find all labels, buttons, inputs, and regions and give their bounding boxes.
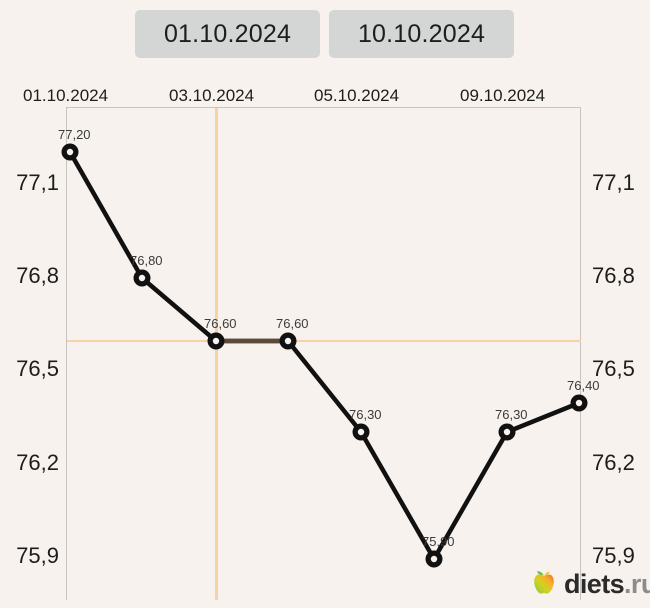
date-from-button[interactable]: 01.10.2024 xyxy=(135,10,320,58)
data-point-label: 77,20 xyxy=(58,127,91,142)
reference-line-horizontal xyxy=(67,340,581,342)
reference-line-vertical xyxy=(215,108,218,600)
data-point-marker-center xyxy=(357,428,365,436)
diets-ru-logo[interactable]: diets .ru xyxy=(527,566,650,602)
data-point-label: 76,40 xyxy=(567,378,600,393)
x-axis-label: 09.10.2024 xyxy=(460,86,546,105)
y-axis-label-right: 77,1 xyxy=(592,170,635,195)
data-point-marker-center xyxy=(138,274,146,282)
data-point-marker-center xyxy=(284,337,292,345)
y-axis-label-right: 75,9 xyxy=(592,543,635,568)
y-axis-label-left: 76,8 xyxy=(16,263,59,288)
data-point-label: 76,80 xyxy=(130,253,163,268)
data-point-marker-center xyxy=(212,337,220,345)
data-point-label: 76,30 xyxy=(349,407,382,422)
data-point-label: 76,60 xyxy=(276,316,309,331)
plot-frame xyxy=(66,107,581,600)
date-range-selector: 01.10.2024 10.10.2024 xyxy=(0,0,650,70)
y-axis-label-right: 76,8 xyxy=(592,263,635,288)
data-point-markers xyxy=(61,143,588,568)
x-axis-label: 03.10.2024 xyxy=(169,86,255,105)
y-axis-label-left: 76,2 xyxy=(16,450,59,475)
x-axis-label: 05.10.2024 xyxy=(314,86,400,105)
y-axis-label-right: 76,5 xyxy=(592,356,635,381)
y-axis-label-right: 76,2 xyxy=(592,450,635,475)
data-point-label: 76,60 xyxy=(204,316,237,331)
x-axis-label: 01.10.2024 xyxy=(23,86,109,105)
y-axis-label-left: 77,1 xyxy=(16,170,59,195)
data-point-marker-center xyxy=(66,148,74,156)
date-to-button[interactable]: 10.10.2024 xyxy=(329,10,514,58)
data-point-marker-center xyxy=(503,428,511,436)
weight-series-line xyxy=(67,149,582,562)
data-point-marker-center xyxy=(575,399,583,407)
logo-tld: .ru xyxy=(624,568,650,599)
data-point-label: 76,30 xyxy=(495,407,528,422)
data-point-marker-center xyxy=(430,555,438,563)
apple-icon xyxy=(534,571,554,594)
y-axis-label-left: 75,9 xyxy=(16,543,59,568)
data-point-label: 75,90 xyxy=(422,534,455,549)
logo-name: diets xyxy=(564,568,625,599)
y-axis-label-left: 76,5 xyxy=(16,356,59,381)
data-point-labels: 77,20 76,80 76,60 76,60 76,30 75,90 76,30 76,40 xyxy=(58,127,600,549)
